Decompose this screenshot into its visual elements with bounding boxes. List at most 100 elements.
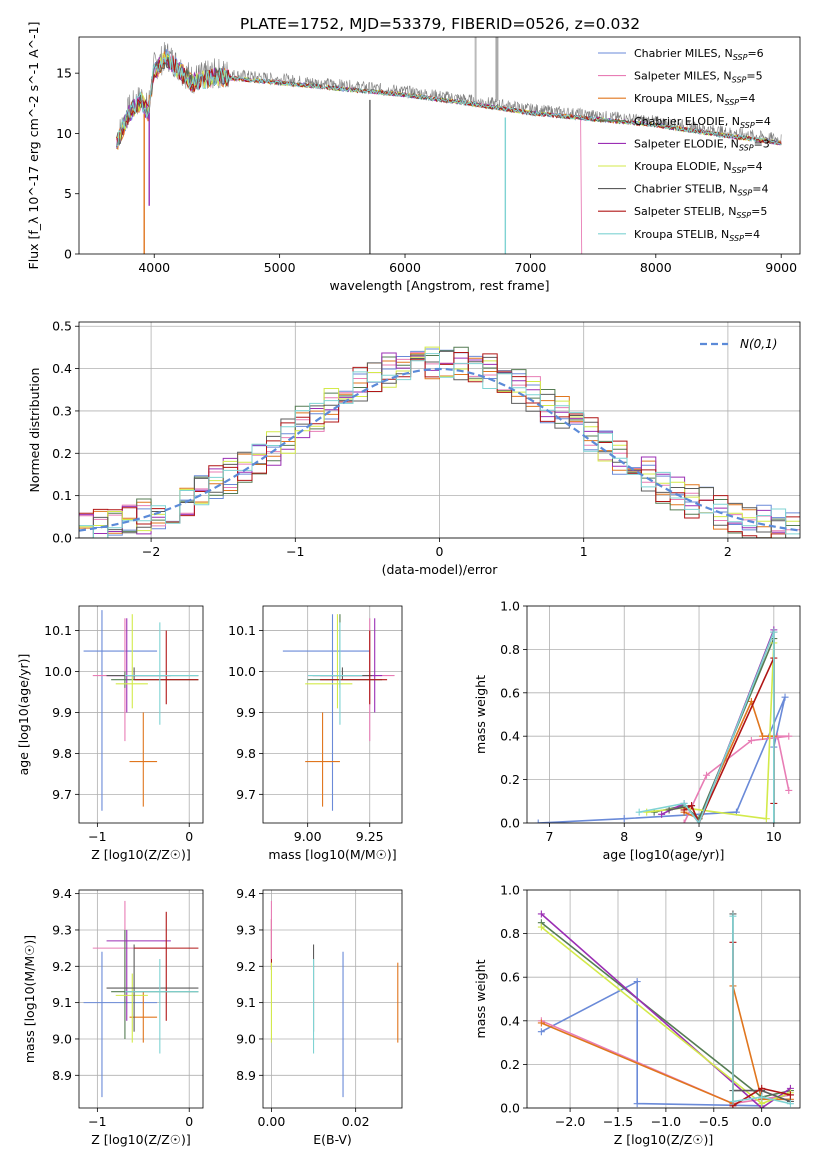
x-tick-label: 7000 <box>515 260 547 275</box>
y-tick-label: 9.8 <box>236 746 256 761</box>
x-tick-label: 1 <box>580 544 588 559</box>
normal-reference-curve <box>79 367 800 532</box>
x-axis-label: Z [log10(Z/Z☉)] <box>91 847 191 862</box>
x-tick-label: 2 <box>724 544 732 559</box>
legend-entry: Salpeter STELIB, NSSP=5 <box>634 205 767 220</box>
errorbar-point <box>129 712 158 807</box>
plot-area <box>537 910 794 1108</box>
weight-line <box>540 913 791 1108</box>
plot-area <box>116 37 782 254</box>
axes-frame <box>526 605 801 824</box>
weight-marker <box>758 1084 766 1092</box>
axes-frame <box>262 605 403 824</box>
weight-marker <box>747 737 755 745</box>
x-tick-label: 5000 <box>264 260 296 275</box>
x-tick-label: −2 <box>142 544 160 559</box>
errorbar-point <box>305 712 340 807</box>
plot-age_vs_Z: −1 0 9.7 9.8 9.9 10.0 10.1 Z [log10(Z/Z☉)] age [… <box>16 605 204 862</box>
y-tick-label: 0.0 <box>500 1101 520 1116</box>
y-tick-label: 9.9 <box>236 705 256 720</box>
plot-area <box>282 614 395 811</box>
y-tick-label: 0.2 <box>500 1057 520 1072</box>
weight-marker <box>695 819 703 823</box>
y-tick-label: 0.1 <box>52 488 72 503</box>
plot-area <box>83 610 199 811</box>
x-axis-label: Z [log10(Z/Z☉)] <box>614 1132 714 1147</box>
x-tick-label: 8000 <box>640 260 672 275</box>
plot-mass_vs_EBV: 0.00 0.02 8.9 9.0 9.1 9.2 9.3 9.4 E(B-V) <box>236 886 403 1147</box>
x-tick-label: 0 <box>185 829 193 844</box>
y-tick-label: 9.1 <box>236 995 256 1010</box>
y-tick-label: 0.4 <box>52 361 72 376</box>
y-tick-label: 10.1 <box>44 623 72 638</box>
weight-marker <box>786 1091 794 1099</box>
x-tick-label: 0.02 <box>342 1114 370 1129</box>
x-tick-label: 9000 <box>765 260 797 275</box>
x-axis-label: Z [log10(Z/Z☉)] <box>91 1132 191 1147</box>
y-axis-label: Normed distribution <box>27 368 42 493</box>
x-tick-label: −0.5 <box>699 1114 729 1129</box>
y-tick-label: 0.4 <box>500 1013 520 1028</box>
legend-entry: N(0,1) <box>740 337 777 351</box>
axes-frame <box>78 36 801 255</box>
plot-mass_vs_Z: −1 0 8.9 9.0 9.1 9.2 9.3 9.4 Z [log10(Z/Z☉)] mass… <box>22 886 204 1147</box>
x-tick-label: −1 <box>88 1114 106 1129</box>
y-tick-label: 10.1 <box>228 623 256 638</box>
y-axis-label: mass weight <box>473 675 488 754</box>
x-tick-label: −1 <box>286 544 304 559</box>
weight-marker <box>537 1019 545 1027</box>
y-tick-label: 0.6 <box>500 685 520 700</box>
y-tick-label: 9.7 <box>52 787 72 802</box>
weight-marker <box>703 771 711 779</box>
weight-marker <box>762 815 770 823</box>
y-axis-label: age [log10(age/yr)] <box>16 654 31 776</box>
legend-entry: Chabrier ELODIE, NSSP=4 <box>634 115 771 130</box>
legend-entry: Kroupa STELIB, NSSP=4 <box>634 228 760 243</box>
legend-entry: Chabrier MILES, NSSP=6 <box>634 47 764 62</box>
y-tick-label: 10.0 <box>44 664 72 679</box>
x-axis-label: E(B-V) <box>313 1132 352 1147</box>
axes-frame <box>78 889 204 1109</box>
plot-age_vs_mass: 9.00 9.25 9.7 9.8 9.9 10.0 10.1 mass [log10(M/M… <box>228 605 403 862</box>
y-tick-label: 0.2 <box>500 772 520 787</box>
y-tick-label: 0.8 <box>500 642 520 657</box>
errorbar-point <box>83 951 158 1098</box>
weight-marker <box>534 819 542 823</box>
errorbar-point <box>115 614 148 709</box>
errorbar-point <box>305 614 353 709</box>
x-tick-label: 4000 <box>138 260 170 275</box>
y-tick-label: 0.0 <box>500 816 520 831</box>
weight-marker <box>688 802 696 810</box>
y-tick-label: 9.8 <box>52 746 72 761</box>
weight-marker <box>633 978 641 986</box>
y-axis-label: mass weight <box>473 959 488 1038</box>
x-axis-label: (data-model)/error <box>382 562 499 577</box>
errorbar-point <box>83 610 158 811</box>
weight-marker <box>680 819 688 823</box>
x-tick-label: 9.00 <box>294 829 322 844</box>
weight-marker <box>786 1100 794 1108</box>
y-tick-label: 15 <box>56 66 72 81</box>
plot-area <box>534 626 793 823</box>
x-axis-label: age [log10(age/yr)] <box>603 847 725 862</box>
y-tick-label: 0.0 <box>52 531 72 546</box>
weight-marker <box>633 1100 641 1108</box>
weight-marker <box>770 819 778 823</box>
legend-entry: Kroupa ELODIE, NSSP=4 <box>634 160 763 175</box>
errorbar-point <box>307 622 363 725</box>
y-tick-label: 10 <box>56 126 72 141</box>
y-tick-label: 8.9 <box>52 1068 72 1083</box>
axes-frame <box>262 889 403 1109</box>
plot-weight_vs_age: 7 8 9 10 0.0 0.2 0.4 0.6 0.8 1.0 age [log10(age/yr… <box>473 599 801 862</box>
weight-marker <box>680 799 688 807</box>
weight-marker <box>758 1100 766 1108</box>
y-tick-label: 9.9 <box>52 705 72 720</box>
weight-marker <box>537 910 545 918</box>
plot-area <box>83 900 199 1098</box>
weight-marker <box>785 732 793 740</box>
y-tick-label: 8.9 <box>236 1068 256 1083</box>
y-tick-label: 0.8 <box>500 926 520 941</box>
y-tick-label: 9.4 <box>52 886 72 901</box>
weight-marker <box>620 815 628 823</box>
y-tick-label: 0.4 <box>500 729 520 744</box>
